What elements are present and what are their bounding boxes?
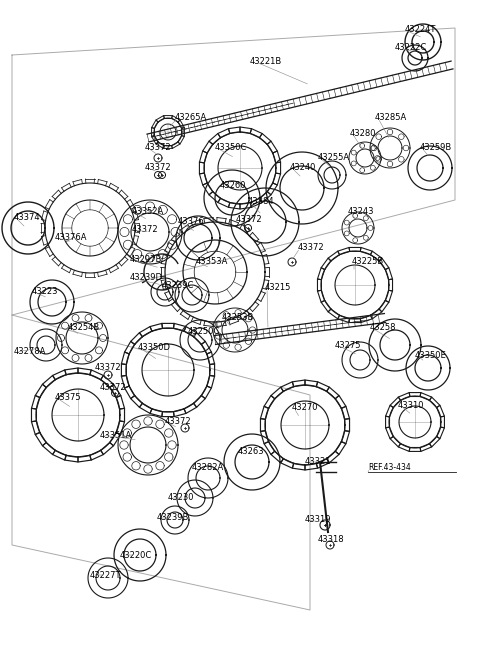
Text: 43220C: 43220C (120, 550, 152, 559)
Text: 43372: 43372 (145, 164, 172, 172)
Text: 43352A: 43352A (132, 208, 164, 217)
Text: 43372: 43372 (236, 215, 263, 225)
Text: 43224T: 43224T (405, 26, 436, 35)
Text: 43265A: 43265A (175, 113, 207, 122)
Text: 43350C: 43350C (215, 143, 247, 153)
Text: 43263: 43263 (238, 447, 264, 457)
Text: 43239D: 43239D (130, 274, 163, 282)
Text: 43372: 43372 (145, 143, 172, 153)
Text: 43372: 43372 (100, 383, 127, 392)
Text: 43239B: 43239B (157, 514, 190, 523)
Text: 43372: 43372 (95, 364, 121, 373)
Text: 43270: 43270 (292, 403, 319, 413)
Text: 43259B: 43259B (420, 143, 452, 153)
Text: 43253B: 43253B (222, 314, 254, 322)
Text: 43275: 43275 (335, 341, 361, 350)
Text: 43258: 43258 (370, 324, 396, 333)
Text: 43243: 43243 (348, 208, 374, 217)
Text: 43250C: 43250C (188, 328, 220, 337)
Text: 43351A: 43351A (100, 430, 132, 440)
Text: 43215: 43215 (265, 284, 291, 293)
Text: 43223: 43223 (32, 288, 59, 297)
Text: 43372: 43372 (298, 244, 324, 252)
Text: 43376A: 43376A (55, 233, 87, 242)
Text: 43375: 43375 (55, 394, 82, 403)
Text: 43372: 43372 (132, 225, 158, 234)
Text: 43280: 43280 (350, 128, 376, 138)
Text: 43372: 43372 (165, 417, 192, 426)
Text: 43278A: 43278A (14, 348, 47, 356)
Text: 43321: 43321 (305, 457, 332, 466)
Text: 43227T: 43227T (90, 571, 121, 580)
Text: 43230: 43230 (168, 493, 194, 502)
Text: 43318: 43318 (318, 536, 345, 544)
Text: 43310: 43310 (398, 400, 424, 409)
Text: 43319: 43319 (305, 515, 332, 525)
Text: 43285A: 43285A (375, 113, 407, 122)
Text: 43376: 43376 (178, 217, 205, 227)
Text: 43297B: 43297B (130, 255, 162, 265)
Text: 43384: 43384 (248, 198, 275, 206)
Text: REF.43-434: REF.43-434 (368, 464, 411, 472)
Text: 43353A: 43353A (196, 257, 228, 267)
Text: 43222C: 43222C (395, 43, 427, 52)
Text: 43282A: 43282A (192, 464, 224, 472)
Text: 43221B: 43221B (250, 58, 282, 67)
Text: 43240: 43240 (290, 164, 316, 172)
Text: 43255A: 43255A (318, 153, 350, 162)
Text: 43374: 43374 (14, 214, 41, 223)
Text: 43239C: 43239C (162, 280, 194, 290)
Text: 43260: 43260 (220, 181, 247, 189)
Text: 43350D: 43350D (138, 343, 171, 352)
Text: 43254B: 43254B (68, 324, 100, 333)
Text: 43350E: 43350E (415, 350, 447, 360)
Text: 43225B: 43225B (352, 257, 384, 267)
